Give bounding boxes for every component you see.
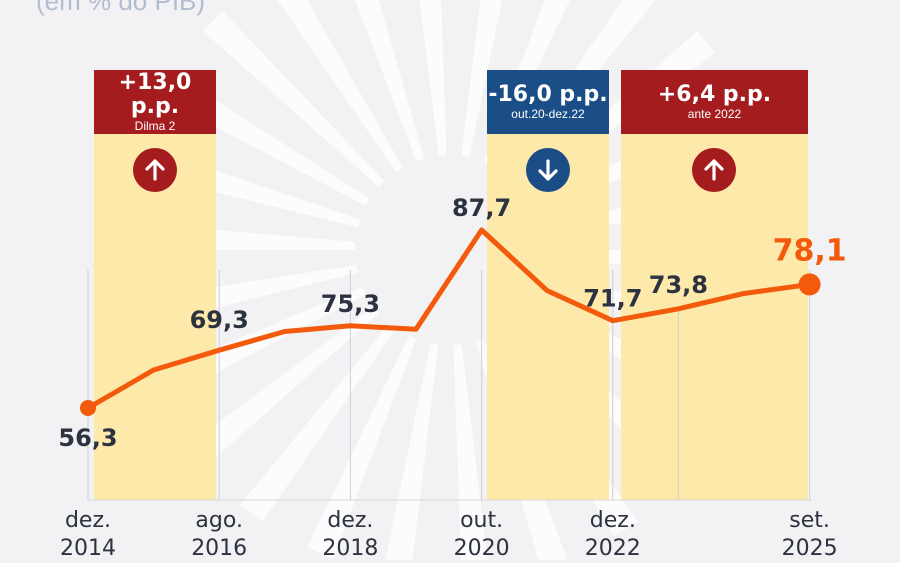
sunburst-ray — [453, 344, 488, 560]
data-label-3: 87,7 — [452, 194, 511, 222]
annotation-value: +6,4 p.p. — [657, 81, 772, 107]
annotation-period: ante 2022 — [687, 106, 742, 121]
annotation-header-3: +6,4 p.p. ante 2022 — [621, 70, 808, 134]
x-tick-line1: dez. — [327, 508, 374, 533]
x-tick-line1: set. — [789, 508, 830, 533]
data-label-2: 75,3 — [321, 290, 380, 318]
arrow-down-icon — [526, 148, 570, 192]
sunburst-ray — [355, 0, 424, 162]
x-tick-line1: out. — [460, 508, 504, 533]
shaded-period-1 — [94, 70, 216, 500]
sunburst-ray — [461, 0, 503, 158]
annotation-header-1: +13,0 p.p. Dilma 2 — [94, 70, 216, 134]
shaded-period-2 — [487, 70, 609, 500]
data-label-0: 56,3 — [58, 424, 117, 452]
x-tick-label-0: dez. 2014 — [33, 507, 143, 563]
arrow-up-icon — [692, 148, 736, 192]
annotation-period: out.20-dez.22 — [511, 106, 585, 121]
annotation-period: Dilma 2 — [134, 118, 176, 133]
x-tick-line2: 2025 — [781, 536, 838, 561]
x-tick-line1: dez. — [589, 508, 636, 533]
sunburst-ray — [385, 342, 439, 560]
annotation-value: +13,0 p.p. — [118, 69, 192, 119]
x-tick-line2: 2020 — [453, 536, 510, 561]
arrow-up-icon — [133, 148, 177, 192]
sunburst-ray — [202, 10, 385, 188]
x-tick-label-2: dez. 2018 — [295, 507, 405, 563]
sunburst-ray — [307, 335, 417, 559]
x-tick-line2: 2014 — [60, 536, 116, 561]
data-label-1: 69,3 — [190, 306, 249, 334]
x-tick-line1: dez. — [64, 508, 112, 533]
x-tick-line2: 2022 — [584, 536, 641, 561]
sunburst-ray — [240, 323, 397, 522]
data-label-4: 71,7 — [583, 285, 642, 313]
sunburst-ray — [419, 0, 447, 156]
x-tick-label-5: set. 2025 — [755, 507, 865, 563]
x-tick-label-4: dez. 2022 — [558, 507, 668, 563]
x-tick-label-3: out. 2020 — [427, 507, 537, 563]
x-tick-line2: 2018 — [322, 536, 379, 561]
data-point-start — [80, 400, 96, 416]
annotation-value: -16,0 p.p. — [488, 81, 608, 107]
x-tick-line2: 2016 — [191, 536, 248, 561]
chart-subtitle: (em % do PIB) — [36, 0, 206, 16]
shaded-period-3 — [621, 70, 808, 500]
data-label-6: 78,1 — [773, 233, 847, 268]
sunburst-ray — [185, 306, 379, 469]
series-line — [85, 227, 813, 411]
data-point-end — [798, 273, 821, 296]
x-tick-label-1: ago. 2016 — [164, 507, 274, 563]
sunburst-ray — [277, 0, 403, 172]
x-tick-line1: ago. — [195, 508, 243, 533]
data-label-5: 73,8 — [649, 271, 708, 299]
annotation-header-2: -16,0 p.p. out.20-dez.22 — [487, 70, 609, 134]
